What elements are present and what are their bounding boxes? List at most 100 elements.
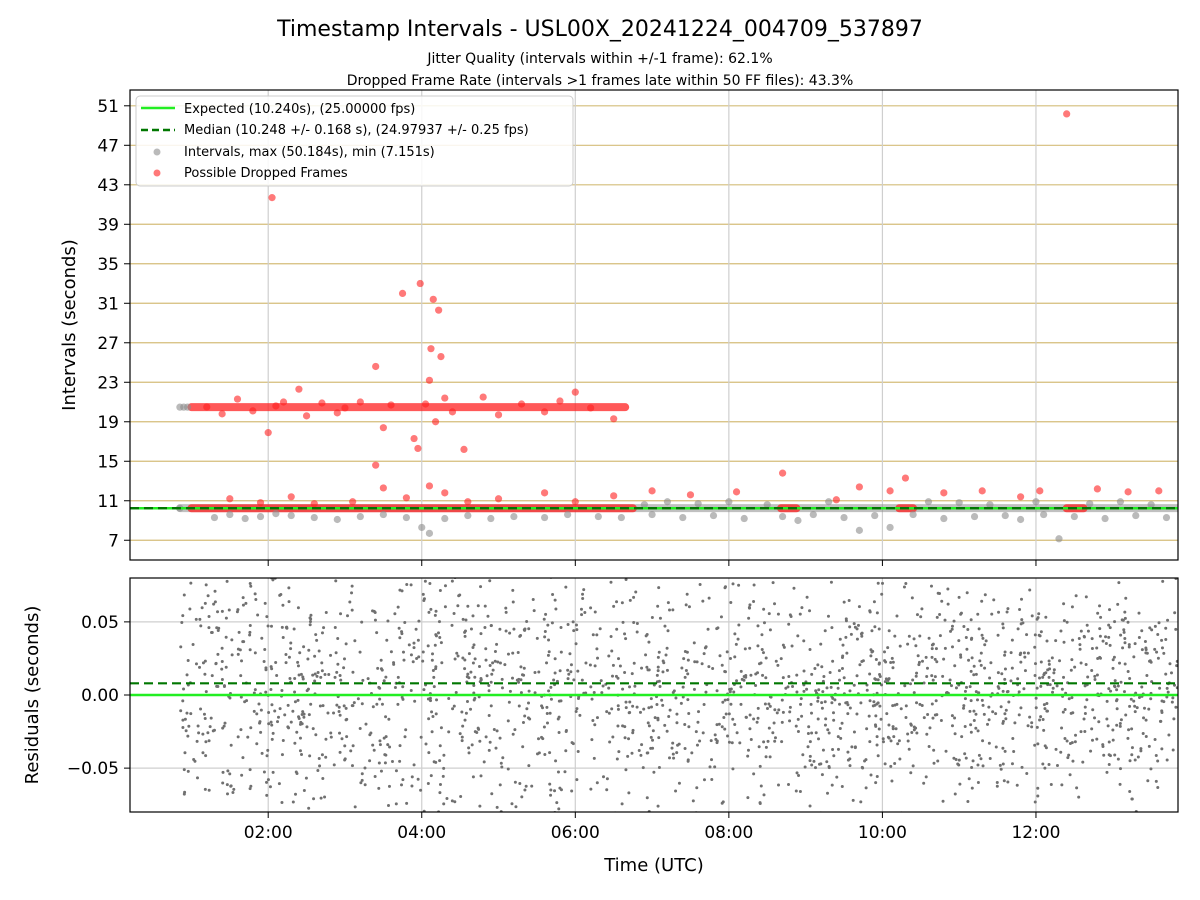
residual-point (317, 649, 321, 653)
residual-point (500, 686, 504, 690)
residual-point (297, 715, 301, 719)
interval-point (1101, 514, 1109, 523)
residual-point (595, 633, 599, 637)
residual-point (1071, 638, 1075, 642)
residual-point (540, 735, 544, 739)
residual-point (1122, 628, 1126, 632)
residual-point (990, 612, 994, 616)
residual-point (472, 643, 476, 647)
residual-point (511, 732, 515, 736)
dropped-frame-point (886, 487, 894, 495)
residual-point (1085, 698, 1089, 702)
residual-point (693, 660, 697, 664)
residual-point (1144, 646, 1148, 650)
residual-point (808, 804, 812, 808)
residual-point (987, 705, 991, 709)
residual-point (1160, 646, 1164, 650)
residual-point (891, 660, 895, 664)
residual-point (889, 764, 893, 768)
residual-point (545, 705, 549, 709)
residual-point (260, 751, 264, 755)
residual-point (964, 685, 968, 689)
residual-point (996, 633, 1000, 637)
interval-point (725, 498, 733, 506)
residual-point (465, 699, 469, 703)
residual-point (240, 659, 244, 663)
residual-point (665, 729, 669, 733)
residual-point (186, 769, 190, 773)
residual-point (717, 722, 721, 726)
residual-point (966, 800, 970, 804)
residual-point (620, 601, 624, 605)
dropped-frame-point (425, 482, 434, 490)
residual-point (533, 670, 537, 674)
residual-point (742, 678, 746, 682)
residual-point (974, 672, 978, 676)
residual-point (702, 652, 706, 656)
residual-point (1147, 744, 1151, 748)
residual-point (252, 691, 256, 695)
residual-point (1007, 700, 1011, 704)
residual-point (727, 740, 731, 744)
residual-point (518, 782, 522, 786)
residual-point (429, 699, 433, 703)
residual-point (810, 763, 814, 767)
residual-point (685, 592, 689, 596)
residual-point (249, 584, 253, 588)
residual-point (1051, 690, 1055, 694)
residual-point (302, 645, 306, 649)
residual-point (819, 642, 823, 646)
residual-point (1126, 736, 1130, 740)
residual-point (647, 706, 651, 710)
residual-point (609, 635, 613, 639)
residual-point (384, 735, 388, 739)
residual-point (414, 627, 418, 631)
residual-point (476, 604, 480, 608)
residual-point (1132, 699, 1136, 703)
residual-point (935, 615, 939, 619)
residual-point (1161, 579, 1165, 583)
interval-point (441, 514, 449, 523)
residual-point (256, 613, 260, 617)
residual-point (1158, 719, 1162, 723)
residual-point (787, 674, 791, 678)
residual-point (400, 630, 404, 634)
residual-point (1033, 673, 1037, 677)
residual-point (311, 673, 315, 677)
residual-point (938, 613, 942, 617)
residual-point (291, 709, 295, 713)
residual-point (263, 601, 267, 605)
residual-point (281, 636, 285, 640)
residual-point (647, 668, 651, 672)
residual-point (616, 704, 620, 708)
residual-point (364, 722, 368, 726)
residual-point (591, 633, 595, 637)
residual-point (375, 702, 379, 706)
residual-point (1036, 794, 1040, 798)
residual-point (910, 730, 914, 734)
residual-point (558, 786, 562, 790)
residual-point (1141, 732, 1145, 736)
dropped-frame-point (226, 495, 234, 503)
residual-point (312, 797, 316, 801)
residual-point (1165, 686, 1169, 690)
residual-point (456, 654, 460, 658)
residual-point (443, 605, 447, 609)
residual-point (831, 696, 835, 700)
residual-point (1130, 797, 1134, 801)
residual-point (459, 794, 463, 798)
residual-point (655, 703, 659, 707)
residual-point (746, 754, 750, 758)
residual-point (829, 580, 833, 584)
residual-point (796, 730, 800, 734)
residual-point (595, 647, 599, 651)
residual-point (1133, 642, 1137, 646)
residual-point (239, 695, 243, 699)
residual-point (221, 770, 225, 774)
residual-point (624, 637, 628, 641)
residual-point (240, 773, 244, 777)
residual-point (757, 662, 761, 666)
residual-point (274, 660, 278, 664)
residual-point (1035, 725, 1039, 729)
residual-point (559, 699, 563, 703)
